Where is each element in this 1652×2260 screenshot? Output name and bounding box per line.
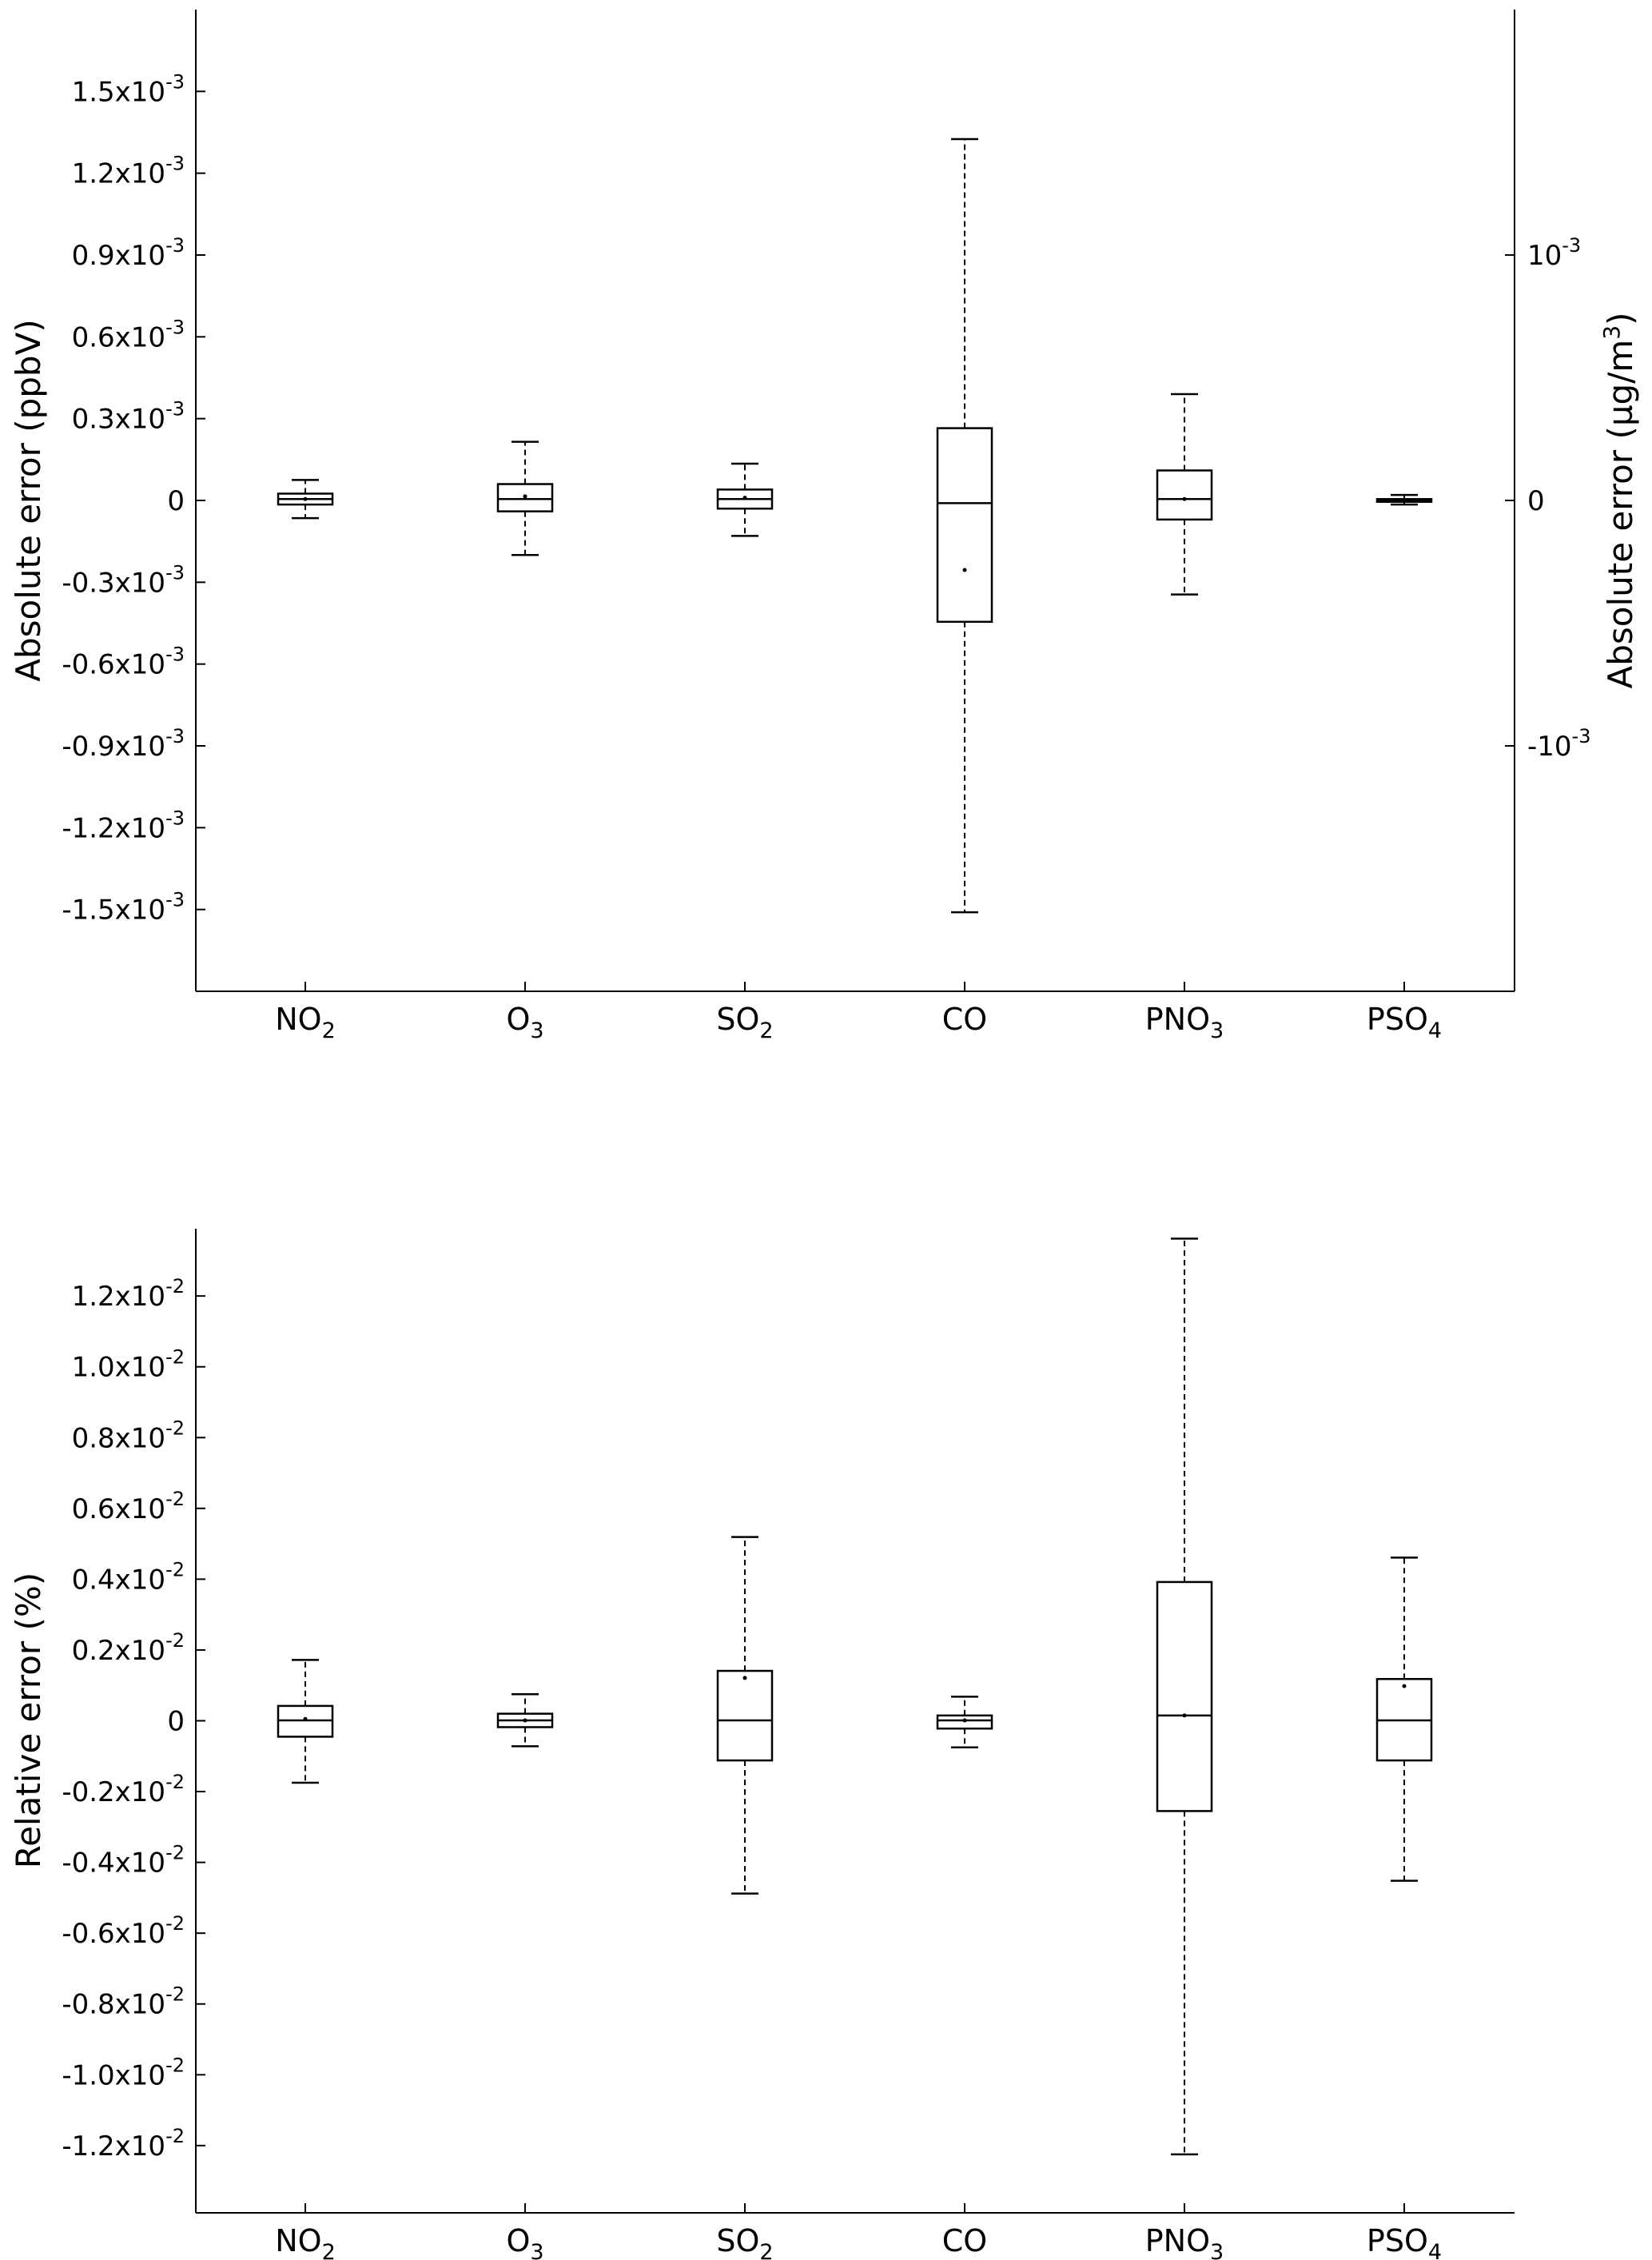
box-pno3: [1156, 393, 1213, 596]
mean-marker: [742, 1676, 747, 1680]
y-tick-label: 1.2x10-2: [72, 1275, 185, 1313]
x-tick-label: CO: [942, 1002, 987, 1037]
y-tick-label: 0.3x10-3: [72, 398, 185, 436]
y2-tick-label: 0: [1527, 485, 1545, 517]
y-tick-label: 1.0x10-2: [72, 1346, 185, 1384]
relative-error-panel: 1.2x10-2 1.0x10-2 0.8x10-2 0.6x10-2 0.4x10-2…: [9, 1229, 1515, 2260]
y-tick-label: -1.5x10-3: [62, 889, 185, 927]
mean-marker: [1182, 1713, 1187, 1718]
box-pso4: [1375, 493, 1433, 506]
y-tick-label: 0.4x10-2: [72, 1558, 185, 1596]
y2-tick-label: 10-3: [1527, 234, 1581, 272]
box-co: [936, 138, 993, 914]
mean-marker: [1402, 498, 1407, 503]
box-o3: [496, 1693, 554, 1748]
mean-marker: [523, 494, 527, 499]
y-tick-label: 0.6x10-2: [72, 1488, 185, 1525]
box-pso4: [1375, 1556, 1433, 1882]
y-tick-label: -0.9x10-3: [62, 725, 185, 763]
mean-marker: [303, 496, 308, 501]
y-tick-label: 0: [167, 485, 185, 517]
x-tick-label: O3: [506, 1002, 543, 1043]
y-tick-label: -0.8x10-2: [62, 1983, 185, 2021]
absolute-error-panel: 1.5x10-3 1.2x10-3 0.9x10-3 0.6x10-3 0.3x10-3…: [9, 10, 1640, 1043]
y-tick-label: 0: [167, 1706, 185, 1738]
y-tick-label: 0.8x10-2: [72, 1417, 185, 1454]
y-tick-label: 0.9x10-3: [72, 234, 185, 272]
x-tick-label: NO2: [275, 2223, 336, 2260]
y-tick-label: -1.2x10-3: [62, 807, 185, 844]
box-body: [1156, 1580, 1213, 1812]
y-axis-label: Absolute error (ppbV): [9, 319, 48, 681]
y-tick-label: -0.3x10-3: [62, 561, 185, 599]
mean-marker: [1402, 1684, 1407, 1688]
box-co: [936, 1696, 993, 1748]
y-tick-label: -0.4x10-2: [62, 1842, 185, 1879]
box-body: [936, 427, 993, 624]
mean-marker: [1182, 496, 1187, 501]
y-tick-label: 1.5x10-3: [72, 70, 185, 108]
mean-marker: [523, 1718, 527, 1723]
box-body: [1156, 469, 1213, 521]
box-o3: [496, 440, 554, 556]
box-so2: [716, 462, 774, 537]
x-tick-label: SO2: [716, 2223, 773, 2260]
x-tick-label: PSO4: [1367, 2223, 1442, 2260]
y-tick-label: -1.0x10-2: [62, 2054, 185, 2091]
x-tick-label: PSO4: [1367, 1002, 1442, 1043]
y2-axis-label: Absolute error (µg/m3): [1598, 313, 1640, 689]
box-body: [716, 1669, 774, 1762]
y-tick-label: -1.2x10-2: [62, 2125, 185, 2162]
box-so2: [716, 1536, 774, 1895]
y-tick-label: -0.6x10-3: [62, 644, 185, 681]
x-tick-label: NO2: [275, 1002, 336, 1043]
y-tick-label: -0.6x10-2: [62, 1912, 185, 1950]
x-tick-label: O3: [506, 2223, 543, 2260]
y-tick-label: 0.2x10-2: [72, 1629, 185, 1667]
mean-marker: [742, 496, 747, 500]
y-tick-label: -0.2x10-2: [62, 1771, 185, 1808]
x-tick-label: PNO3: [1145, 2223, 1224, 2260]
y-tick-label: 1.2x10-3: [72, 153, 185, 190]
x-tick-label: CO: [942, 2223, 987, 2258]
y-tick-label: 0.6x10-3: [72, 316, 185, 353]
x-tick-label: SO2: [716, 1002, 773, 1043]
box-no2: [277, 1659, 334, 1784]
y2-tick-label: -10-3: [1527, 725, 1590, 763]
x-tick-label: PNO3: [1145, 1002, 1224, 1043]
box-pno3: [1156, 1238, 1213, 2156]
mean-marker: [962, 568, 967, 572]
y-axis-label: Relative error (%): [9, 1572, 48, 1868]
box-no2: [277, 479, 334, 520]
mean-marker: [962, 1718, 967, 1723]
mean-marker: [303, 1716, 308, 1721]
